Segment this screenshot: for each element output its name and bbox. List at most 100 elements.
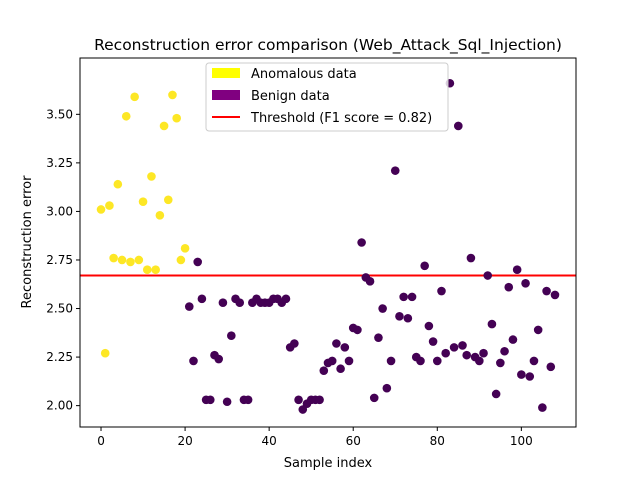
benign-point [437, 286, 446, 296]
y-tick-label: 2.00 [46, 399, 73, 413]
benign-point [546, 362, 556, 372]
legend-swatch-benign [212, 90, 240, 100]
benign-point [197, 294, 207, 304]
benign-point [496, 358, 505, 368]
anomalous-point [180, 244, 190, 253]
benign-point [432, 356, 442, 366]
benign-point [508, 335, 518, 344]
benign-point [529, 356, 539, 366]
legend-swatch-anomalous [212, 68, 240, 78]
y-axis-label: Reconstruction error [20, 175, 35, 309]
anomalous-point [126, 257, 135, 267]
x-tick-label: 20 [177, 434, 192, 448]
benign-point [420, 261, 429, 271]
anomalous-point [176, 255, 186, 265]
x-ticks: 0 20 40 60 80 100 [97, 427, 533, 448]
x-tick-label: 80 [430, 434, 445, 448]
legend-label-anomalous: Anomalous data [251, 67, 357, 82]
benign-point [336, 364, 345, 374]
benign-point [483, 271, 493, 280]
benign-point [441, 348, 450, 358]
anomalous-point [138, 197, 148, 207]
anomalous-point [142, 265, 152, 274]
benign-point [424, 321, 434, 331]
anomalous-point [163, 195, 173, 205]
benign-point [521, 278, 530, 288]
anomalous-point [151, 265, 160, 274]
y-tick-label: 2.25 [46, 350, 73, 364]
x-axis-label: Sample index [284, 456, 373, 471]
legend-label-threshold: Threshold (F1 score = 0.82) [250, 111, 432, 126]
benign-point [403, 313, 413, 323]
benign-point [479, 348, 488, 358]
benign-point [395, 312, 404, 321]
anomalous-point [155, 211, 165, 220]
benign-point [357, 238, 366, 247]
benign-point [315, 395, 324, 405]
benign-point [550, 290, 560, 300]
anomalous-point [168, 90, 177, 100]
y-tick-label: 2.75 [46, 253, 73, 267]
y-ticks: 2.00 2.25 2.50 2.75 3.00 3.25 3.50 [46, 107, 80, 413]
benign-point [365, 277, 375, 286]
legend-label-benign: Benign data [251, 89, 330, 104]
benign-point [332, 339, 341, 348]
benign-point [466, 253, 476, 263]
benign-point [449, 343, 459, 352]
benign-point [487, 319, 497, 329]
benign-point [281, 294, 291, 304]
benign-point [353, 325, 362, 335]
benign-point [462, 350, 472, 360]
benign-point [319, 366, 329, 375]
benign-point [500, 346, 509, 356]
anomalous-point [172, 113, 181, 123]
benign-point [382, 383, 392, 393]
benign-point [327, 356, 337, 366]
benign-point [184, 302, 194, 311]
legend-box [205, 62, 449, 132]
benign-point [227, 331, 236, 341]
y-tick-label: 2.50 [46, 302, 73, 316]
anomalous-point [96, 205, 106, 214]
benign-point [222, 397, 232, 407]
benign-point [525, 372, 535, 381]
y-tick-label: 3.00 [46, 204, 73, 218]
x-tick-label: 100 [510, 434, 533, 448]
benign-point [214, 354, 224, 364]
benign-point [428, 337, 438, 346]
benign-point [218, 298, 228, 308]
anomalous-point [147, 172, 156, 181]
benign-point [390, 166, 400, 175]
anomalous-point [159, 121, 169, 131]
anomalous-point [105, 201, 114, 210]
benign-point [504, 282, 514, 292]
benign-point [512, 265, 522, 274]
anomalous-point [130, 92, 139, 102]
anomalous-point [117, 255, 127, 265]
x-tick-label: 0 [97, 434, 105, 448]
anomalous-point [109, 253, 118, 263]
benign-point [340, 343, 350, 352]
benign-point [475, 356, 484, 366]
benign-point [378, 304, 387, 313]
axes-frame [79, 57, 577, 428]
benign-point [189, 356, 198, 366]
anomalous-point [113, 179, 123, 189]
benign-point [290, 339, 299, 348]
benign-point [491, 389, 501, 399]
benign-point [542, 286, 551, 296]
benign-point [369, 393, 379, 403]
y-tick-label: 3.25 [46, 156, 73, 170]
benign-point [294, 395, 303, 405]
benign-point [416, 356, 425, 366]
benign-point [399, 292, 408, 302]
benign-point [517, 370, 526, 379]
benign-point [458, 341, 467, 350]
points-layer [96, 78, 560, 414]
x-tick-label: 60 [346, 434, 361, 448]
chart-title: Reconstruction error comparison (Web_Att… [94, 36, 562, 55]
benign-point [235, 298, 245, 308]
y-tick-label: 3.50 [46, 107, 73, 121]
anomalous-point [100, 348, 110, 358]
benign-point [454, 121, 463, 131]
